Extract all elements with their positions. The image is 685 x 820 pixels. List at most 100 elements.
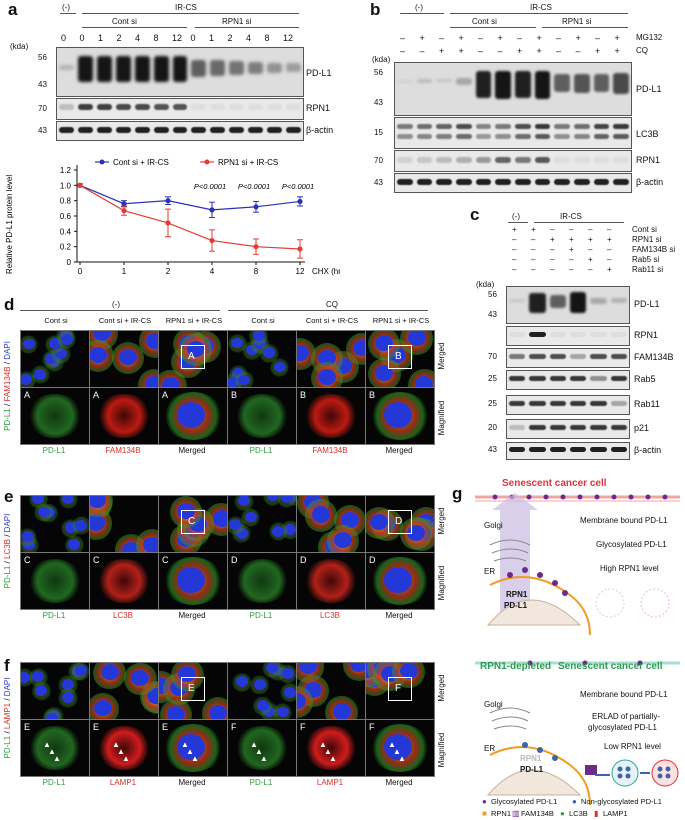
arrowhead: ▲	[112, 740, 120, 749]
lysosome	[651, 759, 679, 787]
arrowhead: ▲	[122, 754, 130, 763]
panel-b-band-pdl1	[436, 78, 452, 83]
legend-marker: ●	[572, 797, 577, 806]
panel-a-marker-43: 43	[38, 80, 47, 89]
panel-b-band-pdl1	[574, 73, 590, 93]
cell-nucleus	[273, 361, 286, 373]
panel-c-band-rab5	[610, 376, 627, 381]
panel-a-band-pdl1	[134, 55, 150, 83]
membrane-pdl1-dot	[543, 494, 549, 500]
panel-b-band-lc3b2	[397, 134, 413, 139]
cell-nucleus	[32, 671, 45, 683]
autophagosome-cargo	[625, 766, 631, 772]
cell-nucleus	[147, 687, 158, 705]
cell-nucleus	[231, 337, 244, 349]
cell-nucleus	[21, 531, 34, 543]
panel-b-marker-56: 56	[374, 68, 383, 77]
membrane-pdl1-dot	[492, 494, 498, 500]
lysosome-cargo	[665, 773, 671, 779]
p-value: P<0.0001	[282, 182, 314, 191]
side-label-part: DAPI	[3, 341, 12, 360]
cell-nucleus	[32, 496, 45, 504]
autophagosome-cargo	[617, 766, 623, 772]
panel-c-row-label: β-actin	[634, 445, 662, 455]
panel-g-label: g	[452, 484, 463, 503]
panel-d-bottom-label: PD-L1	[42, 446, 66, 455]
y-tick-label: 1.2	[60, 166, 72, 175]
panel-b-sign-cq: –	[497, 46, 503, 56]
panel-b-band-pdl1	[534, 70, 551, 99]
panel-c-sign: –	[512, 265, 517, 274]
arrowhead: ▲	[53, 754, 61, 763]
panel-d-image: A	[89, 387, 159, 445]
cell-nucleus	[235, 676, 248, 687]
magnified-green	[27, 559, 83, 603]
panel-b-marker-43: 43	[374, 98, 383, 107]
side-label-part: PD-L1	[3, 408, 12, 431]
panel-b-row-pdl1: PD-L1	[636, 84, 662, 94]
nonglyco-pdl1	[537, 747, 543, 753]
arrowhead: ▲	[255, 747, 263, 756]
data-point	[165, 198, 171, 204]
panel-f-image: F ▲ ▲ ▲	[365, 719, 435, 777]
selection-box: F	[388, 677, 412, 701]
panel-c-band-fam134b	[570, 354, 587, 359]
cell-nucleus	[75, 519, 88, 531]
magnified-letter: D	[369, 555, 376, 565]
panel-c-band-rab11	[529, 401, 546, 406]
magnified-letter: B	[231, 390, 238, 400]
panel-f-bottom-label: Merged	[385, 778, 413, 787]
nonglyco-pdl1	[522, 742, 528, 748]
panel-c-band-fam134b	[509, 354, 526, 359]
panel-a-timepoint: 2	[116, 33, 122, 43]
selection-box-label: F	[395, 683, 402, 694]
panel-c-sign: –	[531, 245, 536, 254]
panel-b-band-lc3b2	[613, 134, 629, 139]
panel-d-image: A	[158, 387, 228, 445]
cell-nucleus	[272, 525, 285, 537]
selection-box-label: B	[395, 351, 402, 362]
panel-g-diagram	[475, 493, 680, 806]
membrane-pdl1-dot	[611, 494, 617, 500]
data-point	[165, 220, 171, 226]
er-membrane-b	[489, 746, 591, 806]
arrowhead: ▲	[48, 747, 56, 756]
magnified-nucleus	[177, 567, 205, 593]
panel-d-image	[20, 330, 90, 388]
panel-d-image: A	[20, 387, 90, 445]
panel-e-side-label: PD-L1 / LC3B / DAPI	[3, 495, 12, 607]
panel-d-column-label: RPN1 si + IR-CS	[372, 316, 430, 325]
panel-c-band-fam134b	[590, 354, 607, 359]
panel-b-sign-mg132: +	[575, 33, 581, 43]
panel-e-label: e	[4, 487, 14, 506]
panel-f-image	[227, 662, 297, 720]
g-golgi: Golgi	[484, 521, 503, 530]
nucleus-shape-b	[486, 769, 582, 796]
panel-c-marker: 43	[488, 310, 497, 319]
panel-c-band-pdl1	[509, 299, 526, 303]
panel-d-image: A	[158, 330, 228, 388]
panel-c-label: c	[470, 205, 480, 224]
glyco-pdl1	[507, 572, 513, 578]
panel-b-band-pdl1	[495, 70, 511, 99]
panel-e-image: C	[158, 495, 228, 553]
membrane-pdl1-dot	[662, 494, 668, 500]
g-rpn1: RPN1	[506, 590, 528, 599]
side-label-part: /	[3, 559, 12, 566]
panel-c-sign: +	[588, 235, 593, 244]
magnified-letter: C	[162, 555, 169, 565]
data-point	[209, 207, 215, 213]
panel-f-image: E ▲ ▲ ▲	[89, 719, 159, 777]
panel-f-merged-label: Merged	[437, 674, 446, 702]
panel-a-row-actin: β-actin	[306, 125, 334, 135]
panel-a-band-actin	[134, 127, 150, 133]
membrane-pdl1-dot	[645, 494, 651, 500]
panel-e-image	[20, 495, 90, 553]
cell-nucleus	[61, 678, 74, 690]
panel-c-band-rab11	[509, 401, 526, 406]
cell-nucleus	[119, 349, 138, 366]
golgi-stack	[489, 539, 531, 562]
panel-c-sign: –	[550, 225, 555, 234]
panel-d-magnified-label: Magnified	[437, 400, 446, 436]
